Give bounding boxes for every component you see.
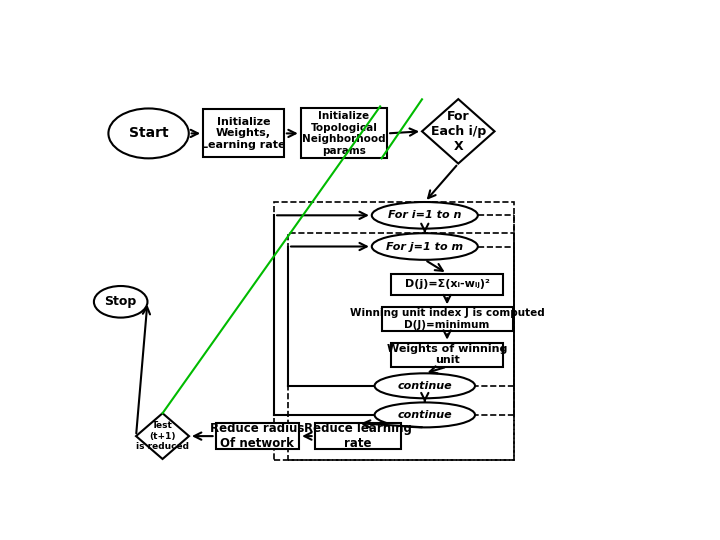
Text: Initialize
Weights,
Learning rate: Initialize Weights, Learning rate	[201, 117, 286, 150]
Text: continue: continue	[397, 410, 452, 420]
Bar	[382, 307, 513, 332]
Bar	[203, 110, 284, 157]
Text: For j=1 to m: For j=1 to m	[386, 241, 464, 252]
Text: Start: Start	[129, 126, 168, 140]
Ellipse shape	[374, 402, 475, 427]
Text: Stop: Stop	[104, 295, 137, 308]
Ellipse shape	[372, 202, 478, 228]
Polygon shape	[136, 413, 189, 459]
Polygon shape	[422, 99, 495, 164]
Text: Weights of winning
unit: Weights of winning unit	[387, 344, 508, 366]
Text: Winning unit index J is computed
D(J)=minimum: Winning unit index J is computed D(J)=mi…	[350, 308, 544, 330]
Text: Initialize
Topological
Neighborhood
params: Initialize Topological Neighborhood para…	[302, 111, 386, 156]
Text: Reduce radius
Of network: Reduce radius Of network	[210, 422, 305, 450]
Bar	[392, 274, 503, 295]
Bar	[215, 423, 300, 449]
Text: For
Each i/p
X: For Each i/p X	[431, 110, 486, 153]
Ellipse shape	[372, 233, 478, 260]
Text: continue: continue	[397, 381, 452, 391]
Bar	[288, 233, 514, 460]
Text: Reduce learning
rate: Reduce learning rate	[304, 422, 412, 450]
Bar	[392, 342, 503, 367]
Text: Test
(t+1)
is reduced: Test (t+1) is reduced	[136, 421, 189, 451]
Ellipse shape	[374, 373, 475, 399]
Bar	[315, 423, 401, 449]
Bar	[301, 109, 387, 158]
Text: For i=1 to n: For i=1 to n	[388, 210, 462, 220]
Text: D(j)=Σ(xᵢ-wᵢⱼ)²: D(j)=Σ(xᵢ-wᵢⱼ)²	[405, 279, 490, 289]
Bar	[274, 202, 514, 460]
